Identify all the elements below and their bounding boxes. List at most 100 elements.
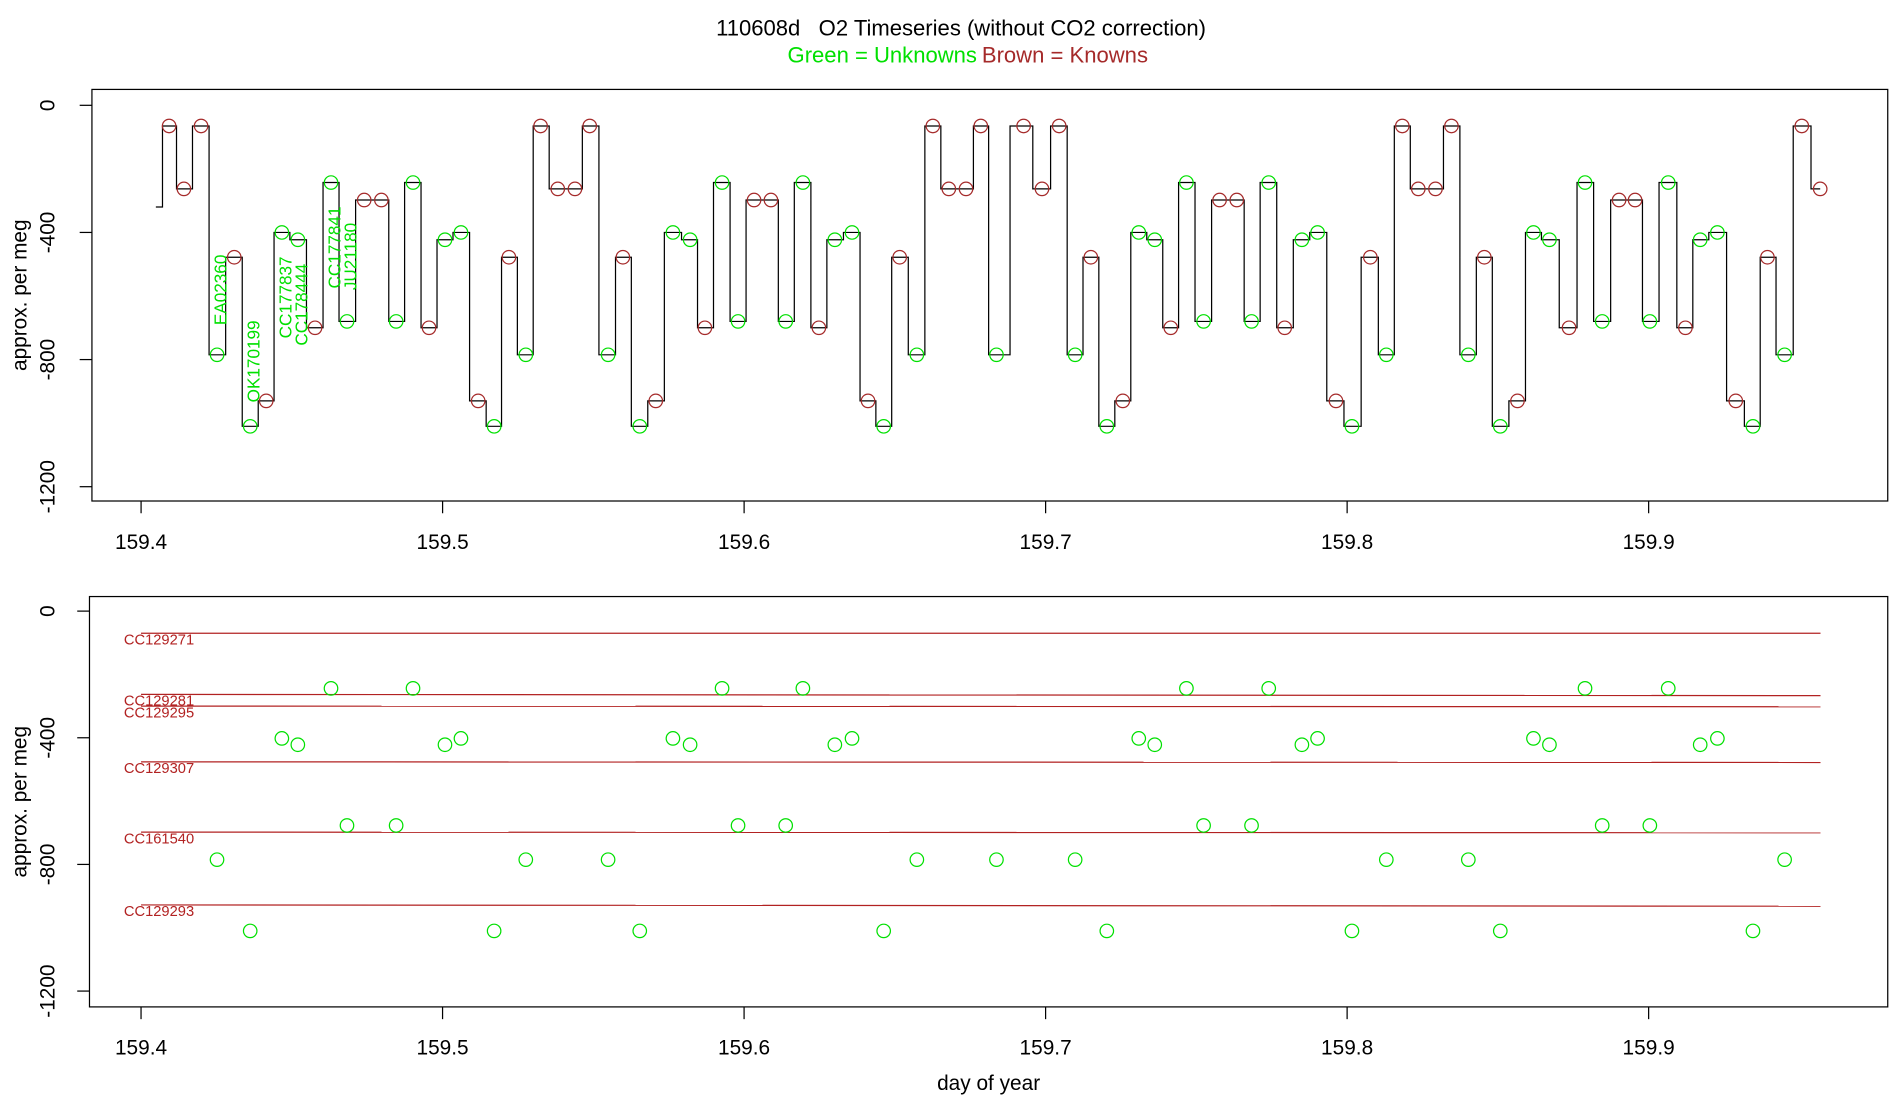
data-point	[714, 175, 730, 190]
data-point	[533, 118, 548, 134]
point-label: OK170199	[244, 320, 264, 402]
data-point	[1362, 249, 1378, 265]
x-tick-label: 159.9	[1623, 1037, 1675, 1060]
data-point	[437, 232, 453, 248]
data-point	[1476, 249, 1492, 265]
data-point	[989, 852, 1004, 868]
data-point	[388, 818, 404, 833]
x-tick-label: 159.6	[718, 531, 770, 554]
data-point	[600, 347, 616, 363]
x-tick-label: 159.8	[1321, 1037, 1373, 1060]
data-point	[486, 923, 502, 939]
y-axis-label: approx. per meg	[8, 726, 31, 878]
y-tick-label: -1200	[37, 964, 60, 1017]
data-point	[1526, 731, 1541, 746]
data-point	[1428, 181, 1443, 197]
point-label: EA02360	[210, 255, 230, 326]
data-point	[1728, 393, 1744, 409]
data-point	[1328, 393, 1344, 409]
data-point	[518, 852, 534, 868]
data-point	[1577, 681, 1593, 696]
data-point	[290, 232, 306, 248]
data-point	[665, 731, 681, 746]
data-point	[1710, 731, 1725, 746]
data-point	[388, 314, 404, 329]
data-point	[1083, 249, 1099, 265]
data-point	[356, 192, 372, 208]
data-point	[339, 314, 355, 329]
plot-frame	[91, 88, 1889, 502]
data-point	[209, 852, 225, 868]
data-point	[714, 681, 730, 696]
data-point	[1692, 232, 1708, 248]
y-tick-label: 0	[37, 100, 60, 112]
data-point	[582, 118, 598, 134]
data-point	[892, 249, 908, 265]
data-point	[1378, 852, 1394, 868]
data-point	[1179, 175, 1194, 190]
data-point	[1594, 314, 1610, 329]
data-point	[844, 731, 860, 746]
data-point	[1099, 923, 1115, 939]
data-point	[1229, 192, 1245, 208]
data-point	[1016, 118, 1031, 134]
point-label: CC178444	[291, 263, 311, 345]
chart-title: 110608d O2 Timeseries (without CO2 corre…	[716, 16, 1206, 41]
data-point	[1594, 818, 1610, 833]
data-point	[876, 418, 892, 434]
data-point	[665, 225, 681, 240]
reference-line-label: CC161540	[124, 831, 194, 847]
x-axis-label: day of year	[937, 1072, 1040, 1095]
data-point	[1660, 175, 1676, 190]
data-point	[421, 320, 437, 336]
data-point	[161, 118, 177, 134]
data-point	[1212, 192, 1227, 208]
data-point	[567, 181, 583, 197]
data-point	[242, 923, 258, 939]
data-point	[778, 818, 794, 833]
data-point	[1067, 852, 1083, 868]
data-point	[1542, 232, 1557, 248]
data-point	[600, 852, 616, 868]
data-point	[1745, 418, 1761, 434]
data-point	[1660, 681, 1676, 696]
data-point	[1561, 320, 1577, 336]
data-point	[697, 320, 713, 336]
reference-line-label: CC129307	[124, 761, 194, 777]
data-point	[1147, 232, 1163, 248]
x-tick-label: 159.5	[417, 531, 469, 554]
data-point	[274, 731, 290, 746]
data-point	[1526, 225, 1541, 240]
data-point	[1277, 320, 1293, 336]
y-axis-label: approx. per meg	[8, 219, 31, 371]
data-point	[1777, 347, 1792, 363]
data-point	[827, 737, 843, 753]
data-point	[1244, 314, 1259, 329]
data-point	[405, 681, 421, 696]
data-point	[1115, 393, 1131, 409]
y-tick-label: -800	[37, 844, 60, 886]
data-point	[242, 418, 258, 434]
reference-line-label: CC129293	[124, 904, 194, 920]
data-point	[1394, 118, 1410, 134]
data-point	[1244, 818, 1259, 833]
data-point	[1812, 181, 1828, 197]
y-tick-label: 0	[37, 605, 60, 617]
data-point	[1196, 818, 1211, 833]
data-point	[1310, 731, 1325, 746]
data-point	[941, 181, 957, 197]
data-point	[1034, 181, 1050, 197]
x-tick-label: 159.7	[1020, 1037, 1072, 1060]
trace-line	[155, 125, 1821, 427]
data-point	[1692, 737, 1708, 753]
reference-line-label: CC129271	[124, 633, 194, 649]
data-point	[1196, 314, 1211, 329]
data-point	[176, 181, 192, 197]
data-point	[1261, 175, 1277, 190]
data-point	[339, 818, 355, 833]
data-point	[1099, 418, 1115, 434]
data-point	[274, 225, 290, 240]
data-point	[1310, 225, 1325, 240]
data-point	[1492, 418, 1508, 434]
data-point	[1179, 681, 1194, 696]
